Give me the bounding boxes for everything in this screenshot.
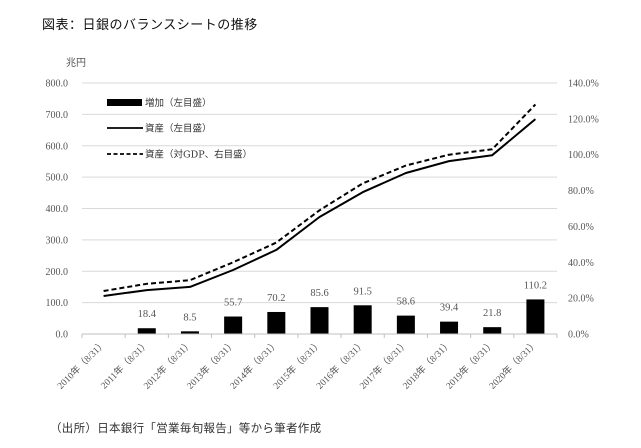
bar bbox=[180, 331, 199, 334]
bar-data-label: 18.4 bbox=[138, 309, 157, 320]
right-axis-tick-label: 20.0% bbox=[568, 294, 594, 305]
right-axis-tick-label: 80.0% bbox=[568, 186, 594, 197]
bar-data-label: 39.4 bbox=[440, 303, 459, 314]
bar bbox=[267, 311, 286, 334]
right-axis-tick-label: 100.0% bbox=[568, 150, 599, 161]
bar bbox=[310, 307, 329, 334]
bar bbox=[396, 315, 415, 334]
bar-data-label: 55.7 bbox=[224, 298, 242, 309]
x-axis: 2010年（8/31）2011年（8/31）2012年（8/31）2013年（8… bbox=[55, 333, 558, 392]
bar-data-label: 70.2 bbox=[267, 293, 285, 304]
legend: 増加（左目盛） 資産（左目盛） 資産（対GDP、右目盛） bbox=[107, 97, 252, 161]
legend-label: 増加（左目盛） bbox=[145, 97, 212, 109]
legend-swatch-bar bbox=[107, 99, 142, 106]
left-axis-unit-label: 兆円 bbox=[66, 57, 86, 69]
right-axis-tick-label: 40.0% bbox=[568, 258, 594, 269]
right-axis-tick-label: 60.0% bbox=[568, 222, 594, 233]
bar bbox=[224, 316, 243, 334]
left-axis-tick-label: 300.0 bbox=[46, 235, 69, 246]
gridlines bbox=[82, 82, 557, 304]
bar bbox=[483, 327, 502, 334]
assets-gdp-ratio-line bbox=[103, 103, 537, 292]
left-axis-ticks: 0.0 100.0 200.0 300.0 400.0 500.0 600.0 700.0 80… bbox=[46, 79, 69, 341]
left-axis-tick-label: 800.0 bbox=[46, 79, 69, 90]
left-axis-tick-label: 200.0 bbox=[46, 267, 69, 278]
bar-data-label: 85.6 bbox=[310, 288, 328, 299]
left-axis-tick-label: 700.0 bbox=[46, 110, 69, 121]
line-series bbox=[103, 103, 537, 297]
legend-label: 資産（左目盛） bbox=[145, 123, 212, 135]
bar-data-label: 110.2 bbox=[524, 280, 547, 291]
bar bbox=[353, 305, 372, 334]
left-axis-tick-label: 0.0 bbox=[56, 330, 69, 341]
right-axis-ticks: 0.0% 20.0% 40.0% 60.0% 80.0% 100.0% 120.0% 140.… bbox=[568, 79, 599, 341]
source-note: （出所）日本銀行「営業毎旬報告」等から筆者作成 bbox=[50, 421, 322, 435]
bar-data-label: 58.6 bbox=[397, 297, 415, 308]
bar-series bbox=[137, 299, 545, 334]
left-axis-tick-label: 100.0 bbox=[46, 298, 69, 309]
bar-data-label: 8.5 bbox=[183, 312, 196, 323]
right-axis-tick-label: 0.0% bbox=[568, 330, 589, 341]
legend-label: 資産（対GDP、右目盛） bbox=[145, 149, 252, 161]
bar bbox=[526, 299, 545, 334]
chart-title: 図表：日銀のバランスシートの推移 bbox=[42, 18, 258, 33]
bar-data-label: 91.5 bbox=[353, 286, 371, 297]
left-axis-tick-label: 400.0 bbox=[46, 204, 69, 215]
right-axis-tick-label: 140.0% bbox=[568, 79, 599, 90]
right-axis-tick-label: 120.0% bbox=[568, 114, 599, 125]
left-axis-tick-label: 500.0 bbox=[46, 173, 69, 184]
bar-data-labels: 18.4 8.5 55.7 70.2 85.6 91.5 58.6 39.4 21.8 110.2 bbox=[138, 280, 547, 323]
left-axis-tick-label: 600.0 bbox=[46, 141, 69, 152]
bar-data-label: 21.8 bbox=[483, 308, 501, 319]
assets-line bbox=[103, 118, 537, 297]
bar bbox=[440, 321, 459, 334]
bar bbox=[137, 328, 156, 334]
